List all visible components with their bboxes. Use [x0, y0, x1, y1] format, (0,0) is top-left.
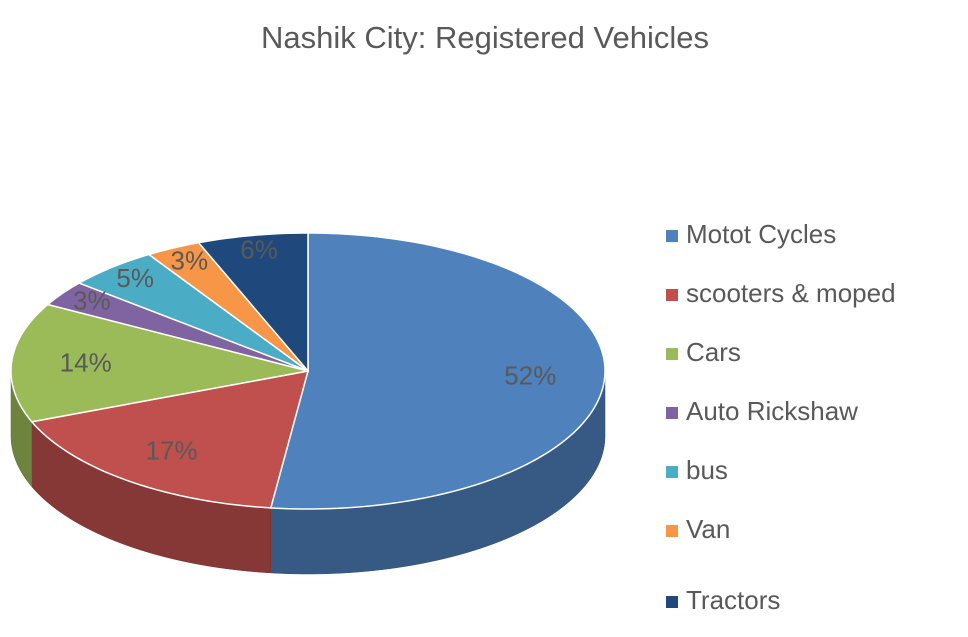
- data-label: 14%: [60, 347, 112, 377]
- slice: [10, 303, 309, 423]
- slice: [147, 241, 309, 372]
- legend-label: Motot Cycles: [686, 219, 836, 249]
- legend-marker: [666, 596, 678, 608]
- slice: [77, 253, 309, 372]
- legend-marker: [666, 289, 678, 301]
- slice: [269, 232, 606, 510]
- legend-marker: [666, 407, 678, 419]
- data-label: 52%: [504, 360, 556, 390]
- data-label: 3%: [73, 286, 111, 316]
- legend-label: Cars: [686, 337, 741, 367]
- slice: [46, 282, 309, 372]
- legend-marker: [666, 348, 678, 360]
- legend-marker: [666, 466, 678, 478]
- chart-title: Nashik City: Registered Vehicles: [261, 20, 709, 55]
- data-label: 3%: [171, 246, 209, 276]
- legend-label: Van: [686, 514, 730, 544]
- slice: [30, 370, 310, 509]
- legend-marker: [666, 525, 678, 537]
- legend-label: bus: [686, 455, 728, 485]
- data-label: 5%: [116, 263, 154, 293]
- data-label: 17%: [145, 436, 197, 466]
- legend-marker: [666, 230, 678, 242]
- legend-label: scooters & moped: [686, 278, 896, 308]
- slice: [197, 232, 309, 374]
- legend-label: Tractors: [686, 585, 780, 615]
- legend-label: Auto Rickshaw: [686, 396, 858, 426]
- data-label: 6%: [240, 235, 278, 265]
